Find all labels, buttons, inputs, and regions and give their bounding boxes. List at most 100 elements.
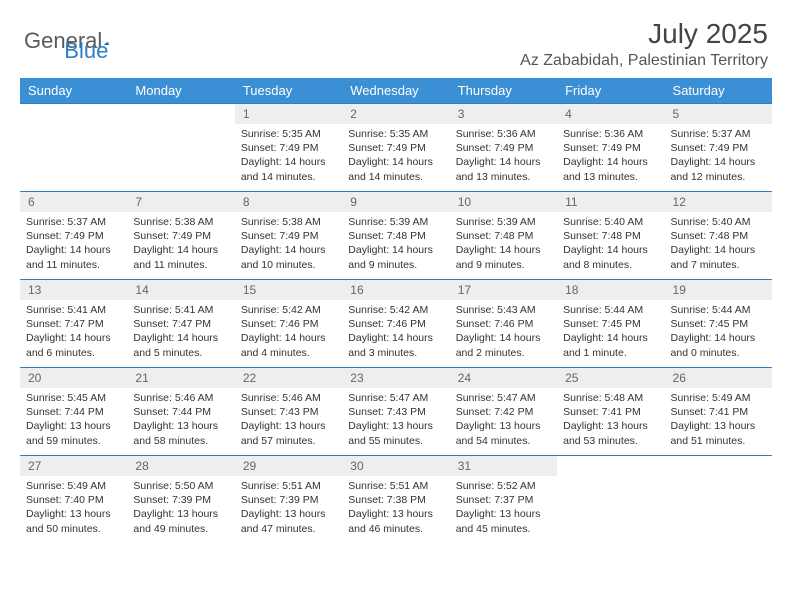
calendar-week-row: 6Sunrise: 5:37 AMSunset: 7:49 PMDaylight… — [20, 192, 772, 280]
day-content: Sunrise: 5:49 AMSunset: 7:41 PMDaylight:… — [665, 388, 772, 452]
calendar-day-cell: 28Sunrise: 5:50 AMSunset: 7:39 PMDayligh… — [127, 456, 234, 544]
day-number: 1 — [235, 104, 342, 124]
calendar-day-cell: 12Sunrise: 5:40 AMSunset: 7:48 PMDayligh… — [665, 192, 772, 280]
calendar-day-cell: 19Sunrise: 5:44 AMSunset: 7:45 PMDayligh… — [665, 280, 772, 368]
calendar-day-cell: 5Sunrise: 5:37 AMSunset: 7:49 PMDaylight… — [665, 104, 772, 192]
day-number: 17 — [450, 280, 557, 300]
day-content: Sunrise: 5:36 AMSunset: 7:49 PMDaylight:… — [557, 124, 664, 188]
calendar-day-cell: 1Sunrise: 5:35 AMSunset: 7:49 PMDaylight… — [235, 104, 342, 192]
calendar-day-cell: 7Sunrise: 5:38 AMSunset: 7:49 PMDaylight… — [127, 192, 234, 280]
calendar-day-cell — [665, 456, 772, 544]
day-number: 21 — [127, 368, 234, 388]
day-header: Monday — [127, 78, 234, 104]
calendar-day-cell: 3Sunrise: 5:36 AMSunset: 7:49 PMDaylight… — [450, 104, 557, 192]
day-number: 15 — [235, 280, 342, 300]
day-number: 5 — [665, 104, 772, 124]
day-content: Sunrise: 5:39 AMSunset: 7:48 PMDaylight:… — [342, 212, 449, 276]
calendar-day-cell: 22Sunrise: 5:46 AMSunset: 7:43 PMDayligh… — [235, 368, 342, 456]
day-header: Wednesday — [342, 78, 449, 104]
day-number: 8 — [235, 192, 342, 212]
calendar-day-cell: 13Sunrise: 5:41 AMSunset: 7:47 PMDayligh… — [20, 280, 127, 368]
calendar-day-cell — [20, 104, 127, 192]
day-content: Sunrise: 5:47 AMSunset: 7:43 PMDaylight:… — [342, 388, 449, 452]
day-number: 4 — [557, 104, 664, 124]
calendar-day-cell: 9Sunrise: 5:39 AMSunset: 7:48 PMDaylight… — [342, 192, 449, 280]
calendar-day-cell: 26Sunrise: 5:49 AMSunset: 7:41 PMDayligh… — [665, 368, 772, 456]
calendar-day-cell: 21Sunrise: 5:46 AMSunset: 7:44 PMDayligh… — [127, 368, 234, 456]
day-number: 20 — [20, 368, 127, 388]
calendar-day-cell: 24Sunrise: 5:47 AMSunset: 7:42 PMDayligh… — [450, 368, 557, 456]
day-content: Sunrise: 5:50 AMSunset: 7:39 PMDaylight:… — [127, 476, 234, 540]
day-content: Sunrise: 5:52 AMSunset: 7:37 PMDaylight:… — [450, 476, 557, 540]
calendar-day-cell: 16Sunrise: 5:42 AMSunset: 7:46 PMDayligh… — [342, 280, 449, 368]
day-number: 27 — [20, 456, 127, 476]
day-number: 14 — [127, 280, 234, 300]
calendar-day-cell: 8Sunrise: 5:38 AMSunset: 7:49 PMDaylight… — [235, 192, 342, 280]
calendar-day-cell: 30Sunrise: 5:51 AMSunset: 7:38 PMDayligh… — [342, 456, 449, 544]
calendar-day-cell: 4Sunrise: 5:36 AMSunset: 7:49 PMDaylight… — [557, 104, 664, 192]
day-number: 28 — [127, 456, 234, 476]
day-content: Sunrise: 5:40 AMSunset: 7:48 PMDaylight:… — [557, 212, 664, 276]
day-number: 19 — [665, 280, 772, 300]
calendar-day-cell: 15Sunrise: 5:42 AMSunset: 7:46 PMDayligh… — [235, 280, 342, 368]
calendar-day-cell: 10Sunrise: 5:39 AMSunset: 7:48 PMDayligh… — [450, 192, 557, 280]
day-content: Sunrise: 5:51 AMSunset: 7:39 PMDaylight:… — [235, 476, 342, 540]
calendar-day-cell: 6Sunrise: 5:37 AMSunset: 7:49 PMDaylight… — [20, 192, 127, 280]
calendar-week-row: 1Sunrise: 5:35 AMSunset: 7:49 PMDaylight… — [20, 104, 772, 192]
header-right: July 2025 Az Zababidah, Palestinian Terr… — [520, 18, 768, 70]
day-number: 24 — [450, 368, 557, 388]
day-content: Sunrise: 5:45 AMSunset: 7:44 PMDaylight:… — [20, 388, 127, 452]
day-number: 31 — [450, 456, 557, 476]
day-content: Sunrise: 5:35 AMSunset: 7:49 PMDaylight:… — [342, 124, 449, 188]
day-content: Sunrise: 5:46 AMSunset: 7:44 PMDaylight:… — [127, 388, 234, 452]
day-number: 7 — [127, 192, 234, 212]
day-content: Sunrise: 5:36 AMSunset: 7:49 PMDaylight:… — [450, 124, 557, 188]
page-header: General Blue July 2025 Az Zababidah, Pal… — [0, 0, 792, 78]
calendar-day-cell — [557, 456, 664, 544]
calendar-day-cell — [127, 104, 234, 192]
calendar-day-cell: 29Sunrise: 5:51 AMSunset: 7:39 PMDayligh… — [235, 456, 342, 544]
day-number: 12 — [665, 192, 772, 212]
calendar-week-row: 13Sunrise: 5:41 AMSunset: 7:47 PMDayligh… — [20, 280, 772, 368]
day-number: 25 — [557, 368, 664, 388]
calendar-header-row: Sunday Monday Tuesday Wednesday Thursday… — [20, 78, 772, 104]
calendar-day-cell: 2Sunrise: 5:35 AMSunset: 7:49 PMDaylight… — [342, 104, 449, 192]
day-number: 23 — [342, 368, 449, 388]
day-content: Sunrise: 5:38 AMSunset: 7:49 PMDaylight:… — [127, 212, 234, 276]
calendar-day-cell: 23Sunrise: 5:47 AMSunset: 7:43 PMDayligh… — [342, 368, 449, 456]
day-number: 13 — [20, 280, 127, 300]
day-header: Thursday — [450, 78, 557, 104]
day-number: 11 — [557, 192, 664, 212]
calendar-day-cell: 17Sunrise: 5:43 AMSunset: 7:46 PMDayligh… — [450, 280, 557, 368]
day-content: Sunrise: 5:41 AMSunset: 7:47 PMDaylight:… — [127, 300, 234, 364]
day-content: Sunrise: 5:44 AMSunset: 7:45 PMDaylight:… — [665, 300, 772, 364]
day-content: Sunrise: 5:41 AMSunset: 7:47 PMDaylight:… — [20, 300, 127, 364]
day-number: 10 — [450, 192, 557, 212]
month-title: July 2025 — [520, 18, 768, 50]
day-number: 29 — [235, 456, 342, 476]
day-number: 30 — [342, 456, 449, 476]
day-number: 26 — [665, 368, 772, 388]
day-header: Saturday — [665, 78, 772, 104]
day-content: Sunrise: 5:39 AMSunset: 7:48 PMDaylight:… — [450, 212, 557, 276]
day-number: 22 — [235, 368, 342, 388]
calendar-day-cell: 31Sunrise: 5:52 AMSunset: 7:37 PMDayligh… — [450, 456, 557, 544]
day-content: Sunrise: 5:44 AMSunset: 7:45 PMDaylight:… — [557, 300, 664, 364]
day-number: 18 — [557, 280, 664, 300]
calendar-week-row: 20Sunrise: 5:45 AMSunset: 7:44 PMDayligh… — [20, 368, 772, 456]
day-number: 9 — [342, 192, 449, 212]
day-content: Sunrise: 5:40 AMSunset: 7:48 PMDaylight:… — [665, 212, 772, 276]
day-content: Sunrise: 5:38 AMSunset: 7:49 PMDaylight:… — [235, 212, 342, 276]
day-content: Sunrise: 5:42 AMSunset: 7:46 PMDaylight:… — [342, 300, 449, 364]
day-number: 3 — [450, 104, 557, 124]
calendar-day-cell: 20Sunrise: 5:45 AMSunset: 7:44 PMDayligh… — [20, 368, 127, 456]
day-content: Sunrise: 5:47 AMSunset: 7:42 PMDaylight:… — [450, 388, 557, 452]
calendar-day-cell: 14Sunrise: 5:41 AMSunset: 7:47 PMDayligh… — [127, 280, 234, 368]
logo-text-blue: Blue — [64, 38, 108, 64]
calendar-day-cell: 25Sunrise: 5:48 AMSunset: 7:41 PMDayligh… — [557, 368, 664, 456]
calendar-day-cell: 18Sunrise: 5:44 AMSunset: 7:45 PMDayligh… — [557, 280, 664, 368]
day-content: Sunrise: 5:51 AMSunset: 7:38 PMDaylight:… — [342, 476, 449, 540]
calendar-table: Sunday Monday Tuesday Wednesday Thursday… — [20, 78, 772, 544]
location-text: Az Zababidah, Palestinian Territory — [520, 52, 768, 70]
day-content: Sunrise: 5:43 AMSunset: 7:46 PMDaylight:… — [450, 300, 557, 364]
